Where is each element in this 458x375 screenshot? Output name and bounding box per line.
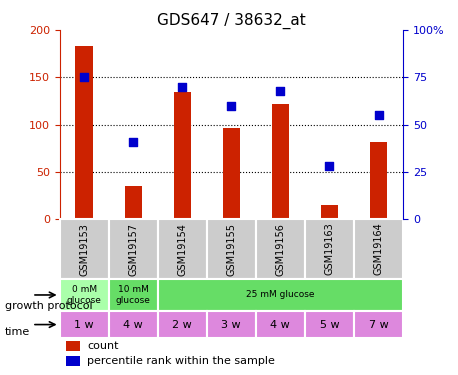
FancyBboxPatch shape: [207, 219, 256, 279]
Point: [277, 88, 284, 94]
FancyBboxPatch shape: [207, 311, 256, 338]
Text: 5 w: 5 w: [320, 320, 339, 330]
FancyBboxPatch shape: [256, 219, 305, 279]
Point: [228, 103, 235, 109]
Point: [326, 164, 333, 170]
Bar: [174, 92, 191, 219]
Point: [179, 84, 186, 90]
FancyBboxPatch shape: [305, 219, 354, 279]
Point: [375, 112, 382, 118]
FancyBboxPatch shape: [158, 311, 207, 338]
FancyBboxPatch shape: [158, 279, 403, 311]
Bar: [272, 104, 289, 219]
FancyBboxPatch shape: [354, 311, 403, 338]
Text: 1 w: 1 w: [74, 320, 94, 330]
FancyBboxPatch shape: [60, 311, 109, 338]
FancyBboxPatch shape: [109, 311, 158, 338]
Text: 10 mM
glucose: 10 mM glucose: [116, 285, 151, 304]
FancyBboxPatch shape: [354, 219, 403, 279]
FancyBboxPatch shape: [256, 311, 305, 338]
Text: 4 w: 4 w: [271, 320, 290, 330]
Bar: [321, 205, 338, 219]
Text: 7 w: 7 w: [369, 320, 388, 330]
Bar: [370, 142, 387, 219]
Text: 4 w: 4 w: [123, 320, 143, 330]
Bar: [76, 46, 93, 219]
Text: percentile rank within the sample: percentile rank within the sample: [87, 356, 275, 366]
Text: count: count: [87, 341, 119, 351]
Point: [81, 74, 88, 80]
Text: GSM19155: GSM19155: [226, 223, 236, 276]
Text: 2 w: 2 w: [172, 320, 192, 330]
Text: GSM19156: GSM19156: [275, 223, 285, 276]
Point: [130, 139, 137, 145]
Text: 25 mM glucose: 25 mM glucose: [246, 291, 315, 300]
FancyBboxPatch shape: [60, 279, 109, 311]
Title: GDS647 / 38632_at: GDS647 / 38632_at: [157, 12, 305, 28]
FancyBboxPatch shape: [305, 311, 354, 338]
Text: 3 w: 3 w: [222, 320, 241, 330]
FancyBboxPatch shape: [158, 219, 207, 279]
Text: 0 mM
glucose: 0 mM glucose: [66, 285, 102, 304]
Text: GSM19163: GSM19163: [324, 223, 334, 276]
Text: time: time: [5, 327, 30, 337]
Text: GSM19164: GSM19164: [374, 223, 383, 276]
Bar: [125, 186, 142, 219]
Bar: [223, 128, 240, 219]
Text: GSM19153: GSM19153: [79, 223, 89, 276]
Bar: [66, 356, 80, 366]
FancyBboxPatch shape: [60, 219, 109, 279]
Text: GSM19154: GSM19154: [177, 223, 187, 276]
Text: growth protocol: growth protocol: [5, 301, 92, 310]
FancyBboxPatch shape: [109, 219, 158, 279]
Text: GSM19157: GSM19157: [128, 223, 138, 276]
Bar: [66, 341, 80, 351]
FancyBboxPatch shape: [109, 279, 158, 311]
